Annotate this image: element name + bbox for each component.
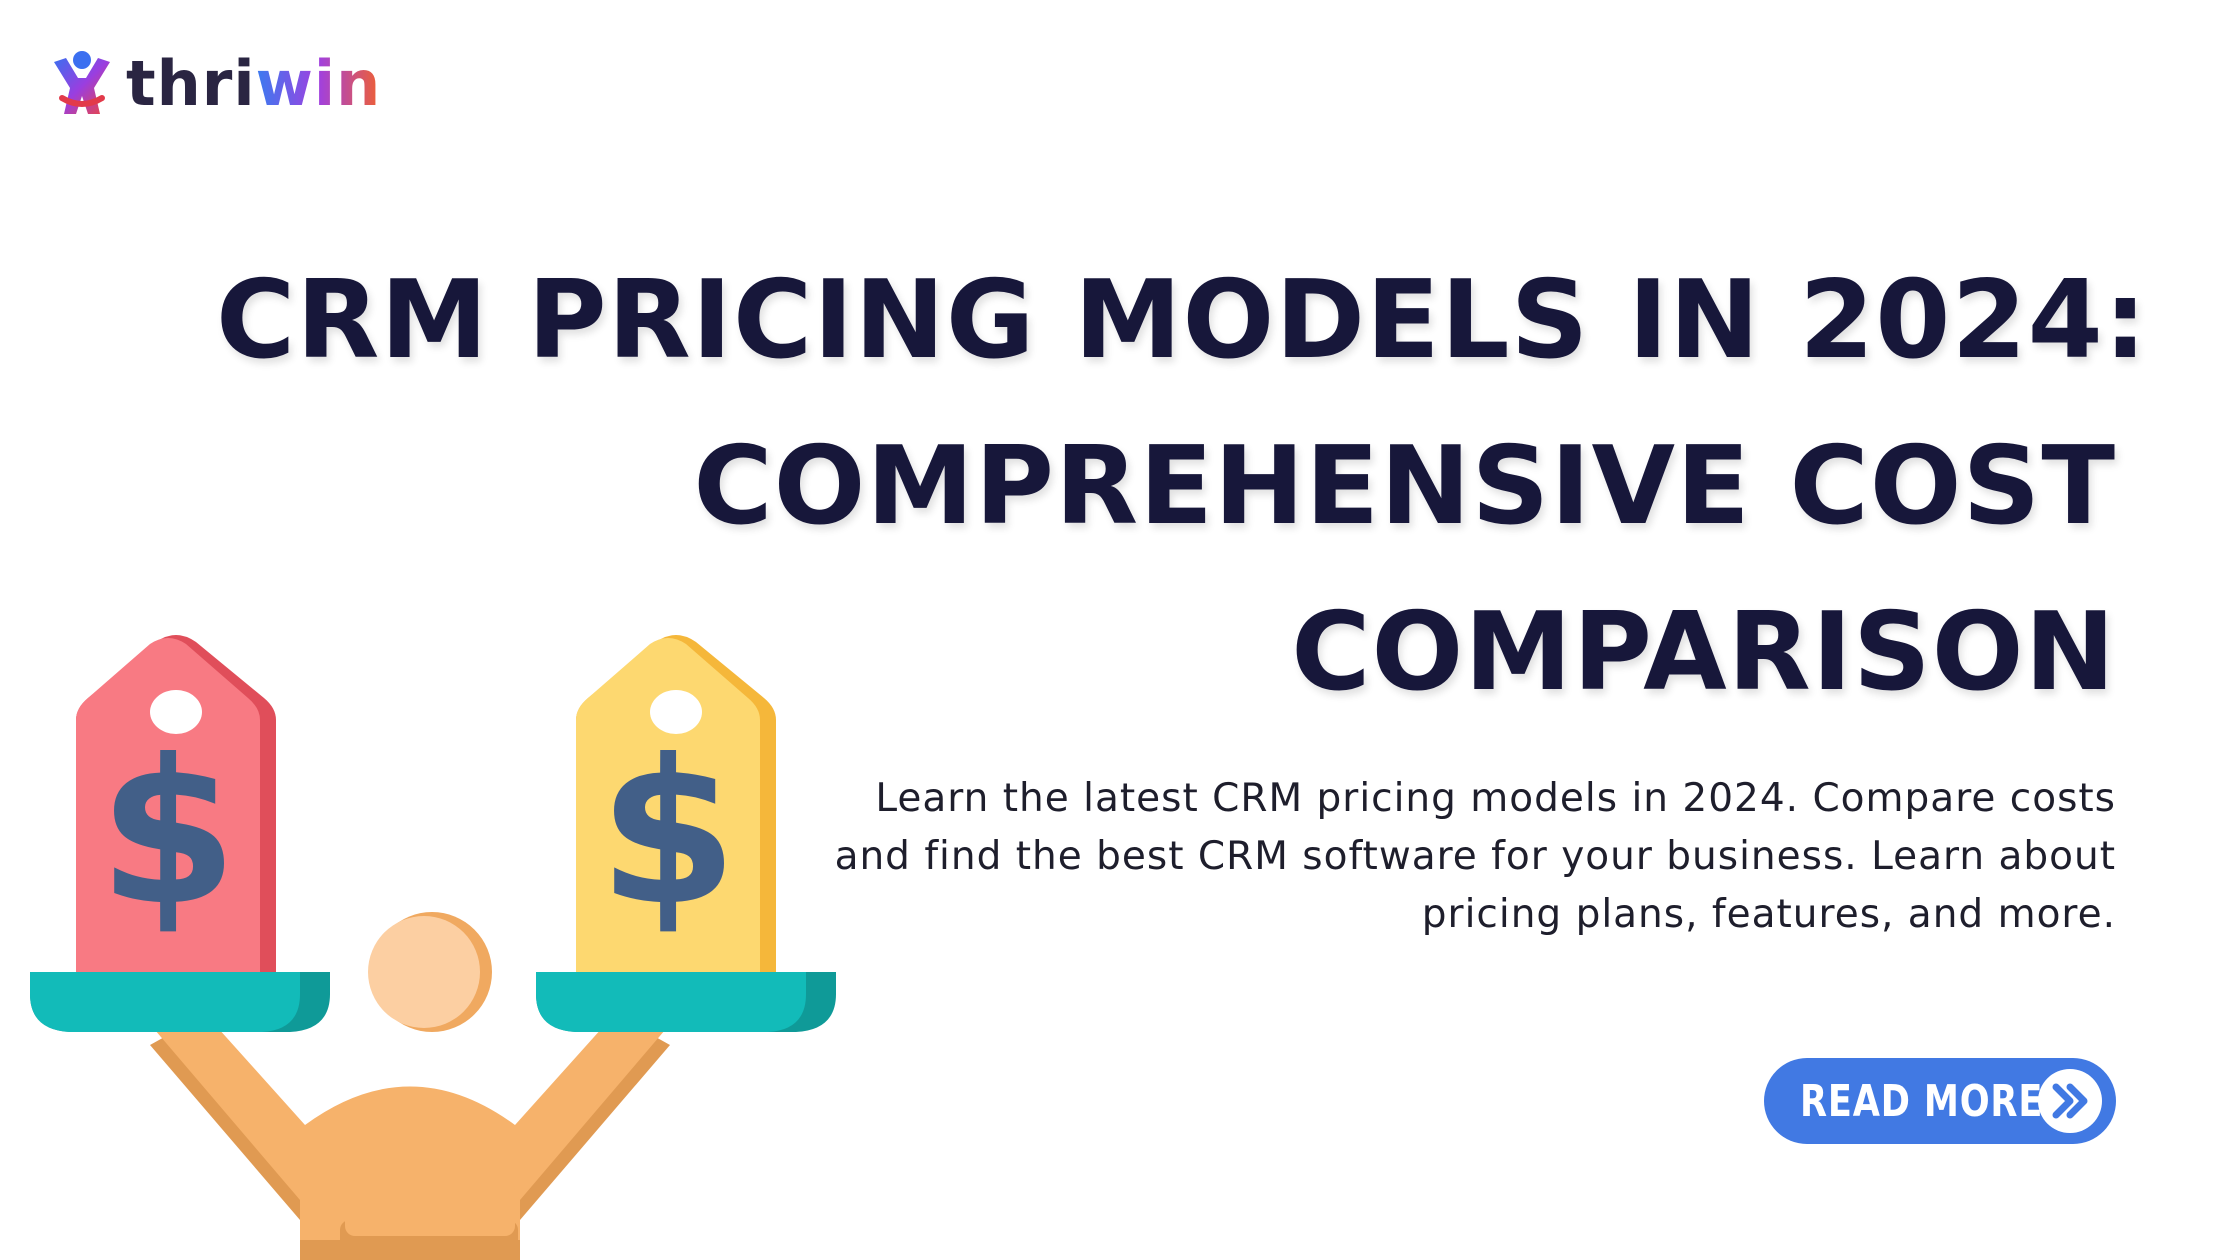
left-price-tag: $ [76, 635, 276, 980]
left-dollar-sign: $ [98, 717, 237, 950]
person-figure [150, 912, 670, 1260]
page-title: CRM PRICING MODELS IN 2024: COMPREHENSIV… [216, 238, 2148, 736]
title-line-1: CRM PRICING MODELS IN 2024: [216, 258, 2148, 383]
title-line-2: COMPREHENSIVE COST [693, 424, 2116, 549]
double-chevron-right-icon [2038, 1069, 2102, 1133]
right-tray [536, 972, 836, 1032]
brand-logo[interactable]: thriwin [48, 48, 381, 120]
brand-name-prefix: thri [126, 47, 256, 120]
read-more-button[interactable]: READ MORE [1764, 1058, 2116, 1144]
description-text: Learn the latest CRM pricing models in 2… [834, 776, 2116, 937]
brand-name-accent: win [255, 47, 382, 120]
left-tray [30, 972, 330, 1032]
read-more-label: READ MORE [1800, 1075, 2044, 1127]
balance-scale-illustration: $ $ [30, 635, 836, 1260]
thriwin-logo-icon [54, 51, 110, 114]
right-price-tag: $ [576, 635, 776, 980]
right-dollar-sign: $ [598, 717, 737, 950]
brand-name: thriwin [126, 53, 381, 115]
title-line-3: COMPARISON [1291, 590, 2116, 715]
